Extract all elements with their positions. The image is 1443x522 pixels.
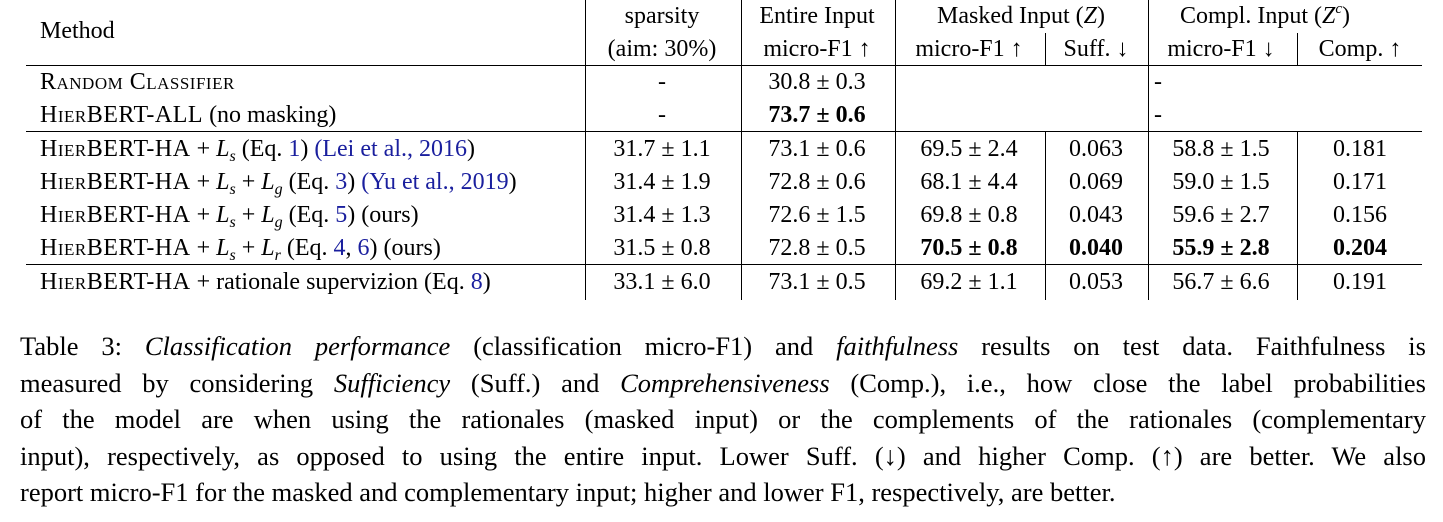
row-comp: 0.204: [1333, 235, 1387, 261]
header-compl-input: Compl. Input (Zc): [1179, 1, 1351, 29]
row-sparsity: 31.4 ± 1.3: [613, 202, 711, 228]
header-masked-f1: micro-F1 ↑: [915, 36, 1023, 62]
row-method: HierBERT-ALL (no masking): [40, 102, 337, 128]
table-caption: Table 3: Classification performance (cla…: [20, 328, 1426, 511]
row-suff: 0.063: [1069, 136, 1123, 162]
row-entire: 72.8 ± 0.5: [768, 235, 866, 261]
row-compl-f1: 55.9 ± 2.8: [1172, 235, 1270, 261]
row-compl-f1: 58.8 ± 1.5: [1172, 136, 1270, 162]
row-compl-merged: -: [1154, 102, 1162, 128]
header-method: Method: [40, 18, 115, 44]
row-method: HierBERT-HA + rationale supervizion (Eq.…: [40, 269, 491, 295]
row-method: HierBERT-HA + Ls + Lg (Eq. 5) (ours): [40, 202, 419, 231]
row-sparsity: -: [658, 69, 666, 95]
row-compl-merged: -: [1154, 69, 1162, 95]
row-sparsity: -: [658, 102, 666, 128]
row-sparsity: 33.1 ± 6.0: [613, 269, 711, 295]
row-suff: 0.069: [1069, 169, 1123, 195]
vrule-masked: [895, 0, 897, 300]
row-compl-f1: 59.6 ± 2.7: [1172, 202, 1270, 228]
header-sparsity-aim: (aim: 30%): [607, 36, 717, 62]
row-suff: 0.043: [1069, 202, 1123, 228]
row-masked-f1: 69.2 ± 1.1: [920, 269, 1018, 295]
row-compl-f1: 56.7 ± 6.6: [1172, 269, 1270, 295]
row-masked-f1: 69.8 ± 0.8: [920, 202, 1018, 228]
row-entire: 73.1 ± 0.6: [768, 136, 866, 162]
vrule-entire: [741, 0, 743, 300]
row-entire: 73.7 ± 0.6: [768, 102, 866, 128]
row-suff: 0.040: [1069, 235, 1123, 261]
row-suff: 0.053: [1069, 269, 1123, 295]
row-entire: 73.1 ± 0.5: [768, 269, 866, 295]
header-compl-f1: micro-F1 ↓: [1167, 36, 1275, 62]
vrule-sparsity: [585, 0, 587, 300]
row-compl-f1: 59.0 ± 1.5: [1172, 169, 1270, 195]
vrule-masked-sub-header: [1045, 33, 1047, 65]
row-comp: 0.181: [1333, 136, 1387, 162]
row-entire: 72.8 ± 0.6: [768, 169, 866, 195]
rule-header: [26, 65, 1422, 67]
rule-baselines: [26, 131, 1422, 133]
header-comp: Comp. ↑: [1318, 36, 1402, 62]
row-entire: 72.6 ± 1.5: [768, 202, 866, 228]
row-method: HierBERT-HA + Ls + Lg (Eq. 3) (Yu et al.…: [40, 169, 517, 198]
vrule-compl-sub: [1297, 131, 1299, 300]
caption-line: Table 3: Classification performance (cla…: [20, 331, 1426, 361]
row-entire: 30.8 ± 0.3: [768, 69, 866, 95]
row-comp: 0.191: [1333, 269, 1387, 295]
header-suff: Suff. ↓: [1063, 36, 1129, 62]
row-comp: 0.156: [1333, 202, 1387, 228]
row-method: Random Classifier: [40, 69, 235, 95]
caption-line: input), respectively, as opposed to usin…: [20, 440, 1426, 471]
caption-line: measured by considering Sufficiency (Suf…: [20, 367, 1426, 398]
header-masked-input: Masked Input (Z): [937, 3, 1105, 29]
vrule-compl: [1148, 0, 1150, 300]
row-method: HierBERT-HA + Ls (Eq. 1) (Lei et al., 20…: [40, 136, 475, 165]
header-sparsity: sparsity: [624, 3, 700, 29]
row-masked-f1: 68.1 ± 4.4: [920, 169, 1018, 195]
row-masked-f1: 70.5 ± 0.8: [920, 235, 1018, 261]
row-method: HierBERT-HA + Ls + Lr (Eq. 4, 6) (ours): [40, 235, 441, 264]
row-sparsity: 31.7 ± 1.1: [613, 136, 711, 162]
row-sparsity: 31.4 ± 1.9: [613, 169, 711, 195]
results-table: Method sparsity (aim: 30%) Entire Input …: [26, 0, 1422, 300]
row-comp: 0.171: [1333, 169, 1387, 195]
caption-line: of the model are when using the rational…: [20, 404, 1426, 434]
row-sparsity: 31.5 ± 0.8: [613, 235, 711, 261]
header-entire-f1: micro-F1 ↑: [763, 36, 871, 62]
caption-line: report micro-F1 for the masked and compl…: [20, 477, 1116, 507]
vrule-compl-sub-header: [1297, 33, 1299, 65]
row-masked-f1: 69.5 ± 2.4: [920, 136, 1018, 162]
rule-main: [26, 264, 1422, 266]
header-entire-input: Entire Input: [759, 3, 875, 29]
vrule-masked-sub: [1045, 131, 1047, 300]
